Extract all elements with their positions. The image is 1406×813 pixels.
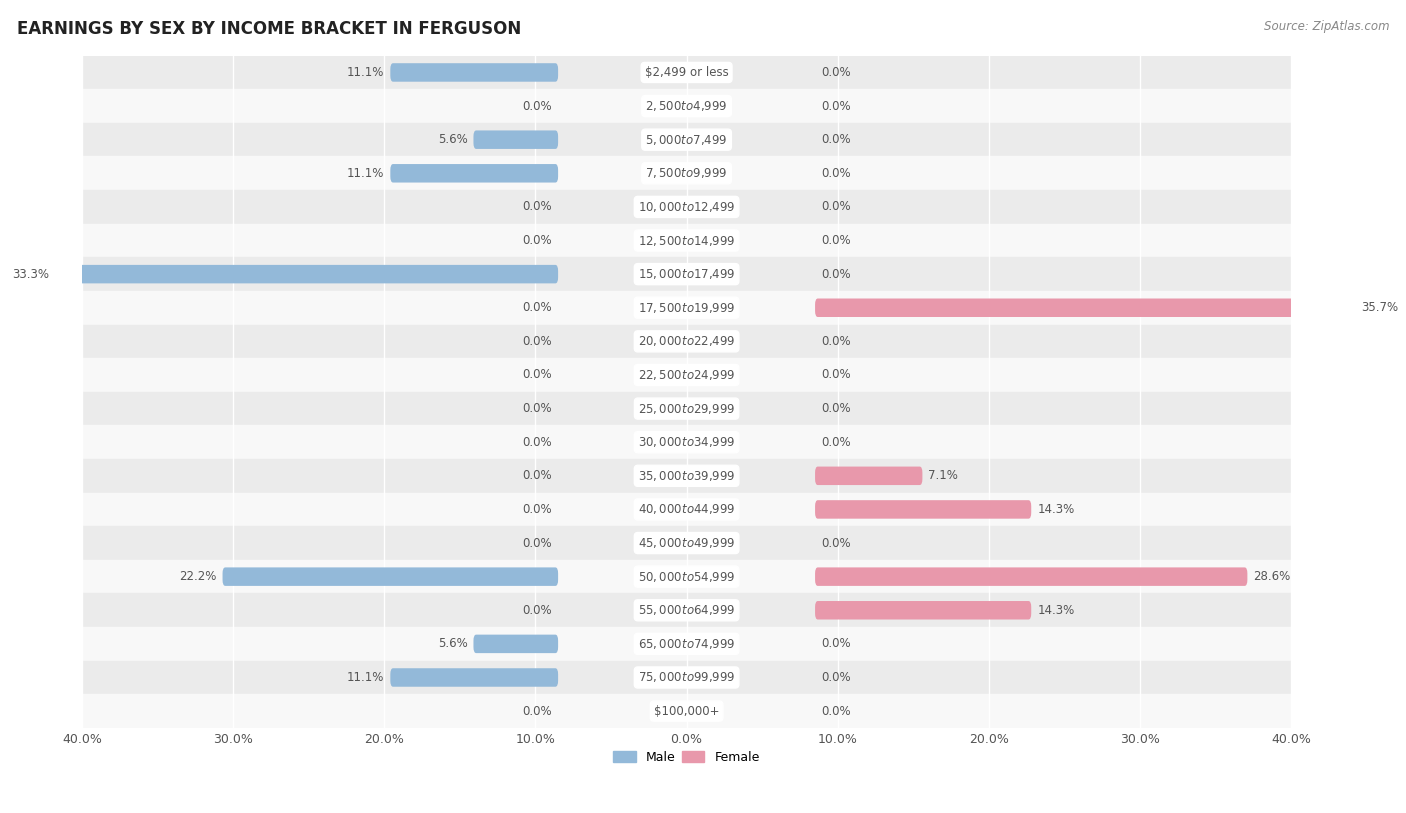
Bar: [82, 661, 1291, 694]
Bar: [82, 55, 1291, 89]
Bar: [82, 493, 1291, 526]
Text: 0.0%: 0.0%: [821, 671, 851, 684]
Text: $75,000 to $99,999: $75,000 to $99,999: [638, 671, 735, 685]
Text: 0.0%: 0.0%: [523, 335, 553, 348]
FancyBboxPatch shape: [474, 635, 558, 653]
Text: $25,000 to $29,999: $25,000 to $29,999: [638, 402, 735, 415]
Text: 7.1%: 7.1%: [928, 469, 959, 482]
Text: Source: ZipAtlas.com: Source: ZipAtlas.com: [1264, 20, 1389, 33]
FancyBboxPatch shape: [474, 130, 558, 149]
Text: 0.0%: 0.0%: [821, 402, 851, 415]
Text: $5,000 to $7,499: $5,000 to $7,499: [645, 133, 728, 146]
Text: 0.0%: 0.0%: [821, 234, 851, 247]
Text: $2,499 or less: $2,499 or less: [645, 66, 728, 79]
Bar: [82, 258, 1291, 291]
Bar: [82, 324, 1291, 359]
Bar: [82, 627, 1291, 661]
Text: $7,500 to $9,999: $7,500 to $9,999: [645, 167, 728, 180]
Text: EARNINGS BY SEX BY INCOME BRACKET IN FERGUSON: EARNINGS BY SEX BY INCOME BRACKET IN FER…: [17, 20, 522, 38]
FancyBboxPatch shape: [222, 567, 558, 586]
FancyBboxPatch shape: [391, 668, 558, 687]
Text: $40,000 to $44,999: $40,000 to $44,999: [638, 502, 735, 516]
Text: 35.7%: 35.7%: [1361, 302, 1398, 315]
Text: 33.3%: 33.3%: [11, 267, 49, 280]
FancyBboxPatch shape: [815, 500, 1031, 519]
Text: 0.0%: 0.0%: [821, 267, 851, 280]
FancyBboxPatch shape: [391, 63, 558, 81]
Text: $20,000 to $22,499: $20,000 to $22,499: [638, 334, 735, 348]
Text: 0.0%: 0.0%: [523, 604, 553, 617]
Text: 0.0%: 0.0%: [821, 99, 851, 112]
Bar: [82, 459, 1291, 493]
Text: 0.0%: 0.0%: [821, 537, 851, 550]
Bar: [82, 359, 1291, 392]
Text: 0.0%: 0.0%: [821, 133, 851, 146]
Legend: Male, Female: Male, Female: [609, 746, 765, 769]
Text: $15,000 to $17,499: $15,000 to $17,499: [638, 267, 735, 281]
Bar: [82, 593, 1291, 627]
Text: $22,500 to $24,999: $22,500 to $24,999: [638, 368, 735, 382]
Bar: [82, 89, 1291, 123]
Text: 11.1%: 11.1%: [347, 671, 384, 684]
Text: 22.2%: 22.2%: [179, 570, 217, 583]
Text: 11.1%: 11.1%: [347, 167, 384, 180]
FancyBboxPatch shape: [815, 601, 1031, 620]
Text: $50,000 to $54,999: $50,000 to $54,999: [638, 570, 735, 584]
Bar: [82, 526, 1291, 560]
Text: 0.0%: 0.0%: [821, 436, 851, 449]
Bar: [82, 694, 1291, 728]
Text: $17,500 to $19,999: $17,500 to $19,999: [638, 301, 735, 315]
Text: 0.0%: 0.0%: [523, 705, 553, 718]
Text: 0.0%: 0.0%: [821, 66, 851, 79]
Text: 0.0%: 0.0%: [821, 637, 851, 650]
Text: 0.0%: 0.0%: [523, 503, 553, 516]
Text: 0.0%: 0.0%: [523, 402, 553, 415]
Text: 0.0%: 0.0%: [523, 436, 553, 449]
Text: 0.0%: 0.0%: [821, 201, 851, 213]
Text: $2,500 to $4,999: $2,500 to $4,999: [645, 99, 728, 113]
Text: 5.6%: 5.6%: [437, 133, 467, 146]
Text: 0.0%: 0.0%: [523, 368, 553, 381]
Bar: [82, 291, 1291, 324]
Bar: [82, 560, 1291, 593]
Text: $12,500 to $14,999: $12,500 to $14,999: [638, 233, 735, 247]
Text: $100,000+: $100,000+: [654, 705, 720, 718]
Text: 0.0%: 0.0%: [821, 705, 851, 718]
Text: $30,000 to $34,999: $30,000 to $34,999: [638, 435, 735, 450]
Text: $55,000 to $64,999: $55,000 to $64,999: [638, 603, 735, 617]
Bar: [82, 123, 1291, 156]
Bar: [82, 425, 1291, 459]
FancyBboxPatch shape: [815, 298, 1355, 317]
Text: 28.6%: 28.6%: [1253, 570, 1291, 583]
Text: $35,000 to $39,999: $35,000 to $39,999: [638, 469, 735, 483]
Text: 14.3%: 14.3%: [1038, 604, 1074, 617]
Text: 0.0%: 0.0%: [523, 99, 553, 112]
Bar: [82, 392, 1291, 425]
Text: 0.0%: 0.0%: [821, 368, 851, 381]
Text: 5.6%: 5.6%: [437, 637, 467, 650]
Text: 11.1%: 11.1%: [347, 66, 384, 79]
Text: 0.0%: 0.0%: [523, 469, 553, 482]
Text: $65,000 to $74,999: $65,000 to $74,999: [638, 637, 735, 651]
Text: 0.0%: 0.0%: [821, 167, 851, 180]
Text: 0.0%: 0.0%: [821, 335, 851, 348]
Bar: [82, 156, 1291, 190]
Text: 0.0%: 0.0%: [523, 302, 553, 315]
Text: $45,000 to $49,999: $45,000 to $49,999: [638, 536, 735, 550]
FancyBboxPatch shape: [391, 164, 558, 183]
Text: 0.0%: 0.0%: [523, 234, 553, 247]
Text: $10,000 to $12,499: $10,000 to $12,499: [638, 200, 735, 214]
FancyBboxPatch shape: [815, 567, 1247, 586]
Bar: [82, 190, 1291, 224]
Text: 0.0%: 0.0%: [523, 537, 553, 550]
FancyBboxPatch shape: [55, 265, 558, 284]
FancyBboxPatch shape: [815, 467, 922, 485]
Text: 14.3%: 14.3%: [1038, 503, 1074, 516]
Bar: [82, 224, 1291, 258]
Text: 0.0%: 0.0%: [523, 201, 553, 213]
